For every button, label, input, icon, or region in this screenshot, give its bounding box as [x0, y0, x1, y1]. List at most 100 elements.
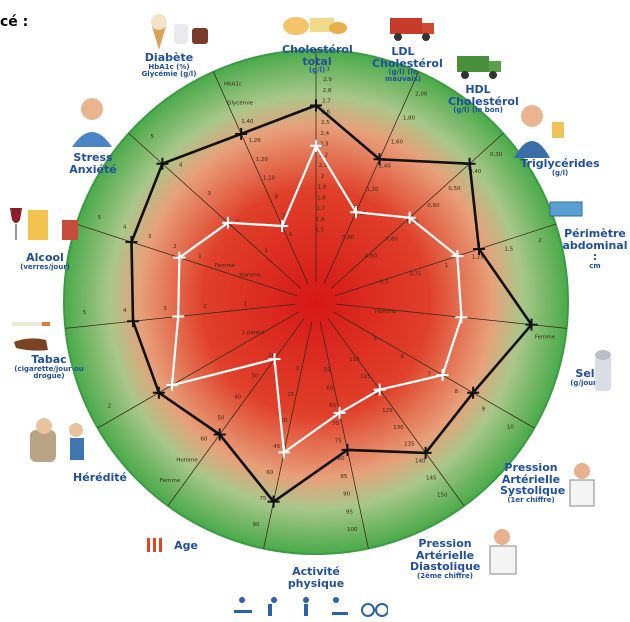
profile-point-black	[152, 386, 165, 399]
tick-label: 140	[415, 459, 426, 465]
tick-label: 60	[266, 470, 273, 476]
label-title: Diabète	[144, 51, 194, 64]
tick-label: Femme	[160, 478, 181, 484]
tick-label: 6	[289, 232, 293, 238]
man-stress-icon	[70, 95, 114, 147]
tick-label: 70	[332, 421, 339, 427]
tick-label: 75	[259, 496, 266, 502]
tick-label: Femme	[215, 263, 236, 269]
profile-point-white	[455, 311, 468, 324]
label-perimetre: Périmètre abdominal : cm	[560, 228, 630, 270]
tick-label: 1,9	[318, 185, 327, 191]
profile-point-white	[221, 216, 234, 229]
corner-text: cé :	[0, 14, 29, 30]
profile-point-white	[173, 251, 186, 264]
label-unit: cm	[589, 261, 601, 270]
tick-label: 1 parent	[241, 330, 265, 336]
tick-label: 0,80	[342, 235, 355, 241]
tick-label: 2,8	[323, 88, 332, 94]
tick-label: 10	[507, 424, 514, 430]
cheese-icon	[282, 10, 348, 36]
tick-label: 0,60	[427, 203, 440, 209]
tick-label: 1	[445, 263, 449, 269]
label-title: Pression Artérielle Systolique	[500, 461, 566, 498]
tick-label: 1,20	[256, 157, 269, 163]
label-title: HDL Cholestérol	[448, 83, 519, 108]
tick-label: 150	[437, 492, 448, 498]
label-cholesterol-total: Cholestérol total (g/l)	[282, 44, 353, 74]
tick-label: 1,26	[248, 138, 261, 144]
tick-label: 8	[275, 194, 279, 200]
tick-label: 0,75	[409, 271, 422, 277]
tick-label: 2	[173, 244, 177, 250]
profile-point-black	[310, 99, 322, 112]
tick-label: 2,2	[319, 152, 328, 158]
label-unit: (g/l)	[551, 168, 569, 177]
label-unit: (1er chiffre)	[507, 495, 555, 504]
tick-label: 0,80	[386, 237, 399, 243]
tick-label: 30	[280, 418, 287, 424]
label-pad: Pression Artérielle Diastolique (2ème chi…	[410, 538, 480, 580]
label-age: Age	[166, 540, 206, 552]
tick-label: 20	[268, 353, 275, 359]
tick-label: Homme	[176, 457, 198, 463]
profile-point-white	[278, 446, 291, 459]
tick-label: 7	[428, 372, 432, 378]
label-title: Stress Anxiété	[69, 151, 117, 176]
tick-label: 5	[373, 336, 377, 342]
tick-label: HbA1c	[224, 82, 242, 88]
profile-point-white	[276, 220, 289, 233]
tick-label: 1,40	[379, 163, 392, 169]
ldl-truck-icon	[388, 16, 436, 42]
pipe-cigarette-icon	[10, 318, 64, 352]
tick-label: 1,80	[403, 115, 416, 121]
tick-label: 0,50	[448, 186, 461, 192]
profile-point-white	[349, 206, 362, 219]
tick-label: 45	[273, 444, 280, 450]
tick-label: 2,00	[415, 91, 428, 97]
ice-cream-icon	[148, 12, 170, 50]
tick-label: 3	[148, 234, 152, 240]
tick-label: 60	[200, 436, 207, 442]
tick-label: 30	[251, 374, 258, 380]
tick-label: 55	[324, 368, 331, 374]
profile-point-black	[341, 443, 354, 456]
tick-label: 8	[455, 389, 459, 395]
tick-label: 1,60	[391, 139, 404, 145]
wine-beer-icon	[6, 206, 80, 244]
doctor-icon-2	[478, 526, 524, 576]
tick-label: 1	[244, 302, 248, 308]
axis-sel	[333, 311, 535, 429]
tick-labels: 1,51,61,71,81,922,12,22,32,42,52,62,72,8…	[83, 66, 556, 533]
tick-label: 145	[426, 476, 437, 482]
tick-label: 2,1	[319, 163, 328, 169]
tick-label: Glycémie	[227, 99, 253, 106]
tick-label: 1	[198, 253, 202, 259]
profile-point-white	[310, 139, 322, 152]
tick-label: 40	[234, 395, 241, 401]
profile-point-white	[165, 379, 178, 392]
tick-label: 2	[108, 403, 112, 409]
label-activite: Activité physique	[286, 566, 346, 589]
profile-point-black	[467, 386, 480, 399]
axis-age	[167, 318, 305, 507]
milk-icon	[172, 20, 212, 46]
tick-label: 5	[98, 215, 102, 221]
tick-label: 1,7	[316, 206, 325, 212]
tick-label: 2,4	[320, 131, 329, 137]
tick-label: 9	[482, 407, 486, 413]
label-unit: HbA1c (%) Glycémie (g/l)	[141, 62, 197, 78]
tick-label: 2,3	[320, 142, 329, 148]
profile-point-black	[267, 495, 280, 508]
tick-label: 1,25	[472, 255, 485, 261]
age-bars-icon	[146, 536, 164, 552]
tick-label: 1,8	[317, 195, 326, 201]
tick-label: Homme	[239, 273, 261, 279]
label-triglycerides: Triglycérides (g/l)	[520, 158, 600, 177]
tick-label: 2,7	[322, 99, 331, 105]
profile-point-black	[156, 157, 169, 170]
profile-point-black	[419, 446, 432, 459]
label-title: Triglycérides	[520, 157, 600, 170]
profile-line-white	[170, 144, 463, 454]
